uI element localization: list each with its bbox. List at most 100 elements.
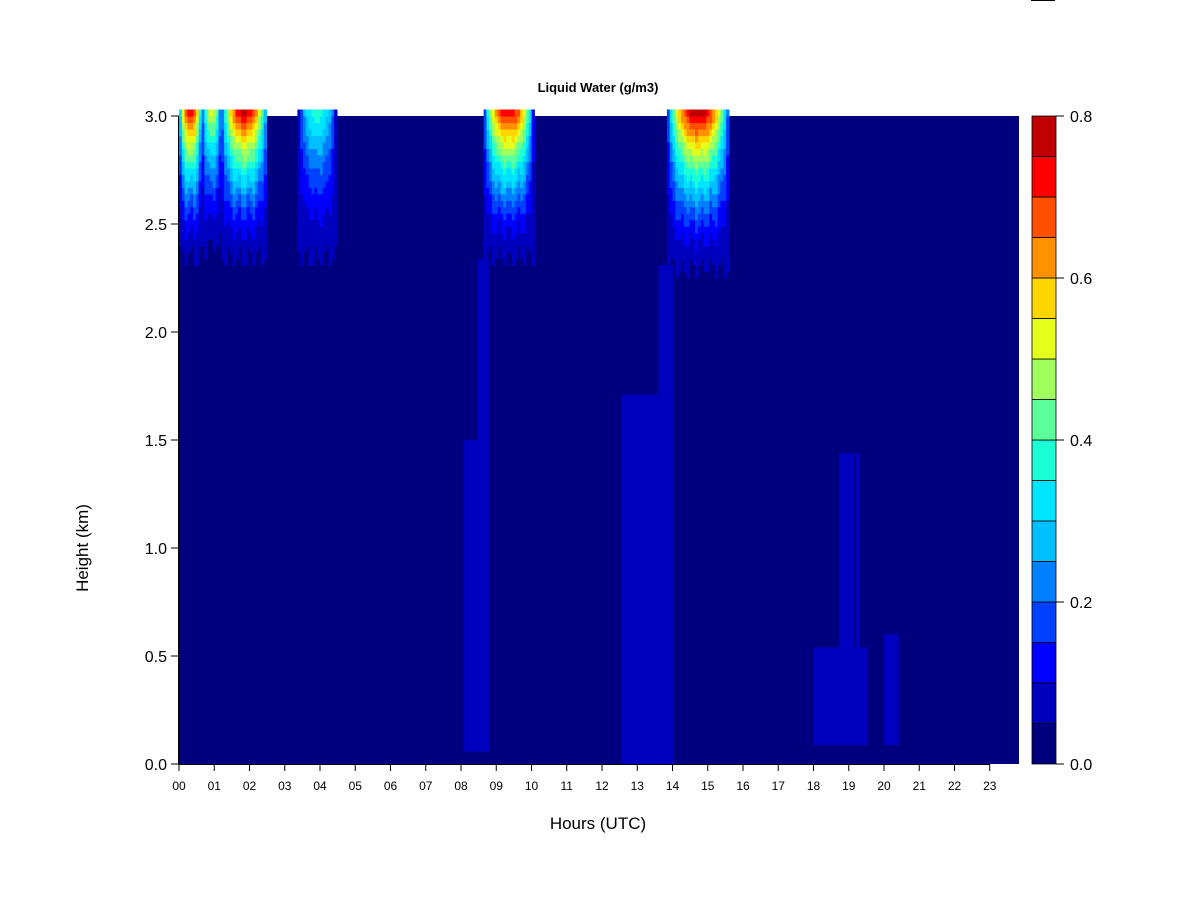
heatmap-cell xyxy=(489,167,493,175)
heatmap-cell xyxy=(531,206,535,214)
heatmap-cell xyxy=(627,692,631,700)
heatmap-cell xyxy=(297,154,301,162)
heatmap-cell xyxy=(664,537,668,545)
heatmap-cell xyxy=(649,615,654,623)
heatmap-cell xyxy=(895,673,899,681)
heatmap-cell xyxy=(497,109,502,117)
heatmap-cell xyxy=(215,206,220,214)
heatmap-cell xyxy=(855,621,860,629)
heatmap-cell xyxy=(226,180,231,188)
heatmap-cell xyxy=(204,206,208,214)
heatmap-cell xyxy=(483,731,487,739)
colorbar-segment xyxy=(1031,358,1057,400)
heatmap-cell xyxy=(813,666,817,674)
heatmap-cell xyxy=(669,278,674,286)
heatmap-cell xyxy=(838,692,843,700)
heatmap-cell xyxy=(297,232,301,240)
heatmap-cell xyxy=(861,679,865,687)
heatmap-cell xyxy=(669,757,674,765)
heatmap-cell xyxy=(664,355,668,363)
heatmap-cell xyxy=(841,725,846,733)
heatmap-cell xyxy=(709,167,713,175)
heatmap-cell xyxy=(508,245,513,253)
heatmap-cell xyxy=(692,226,696,234)
heatmap-cell xyxy=(714,206,719,214)
heatmap-cell xyxy=(833,692,837,700)
heatmap-cell xyxy=(260,193,265,201)
heatmap-cell xyxy=(861,653,865,661)
heatmap-cell xyxy=(531,187,535,195)
heatmap-cell xyxy=(841,627,846,635)
heatmap-cell xyxy=(822,673,826,681)
heatmap-cell xyxy=(700,252,705,260)
heatmap-cell xyxy=(317,187,321,195)
heatmap-cell xyxy=(621,498,626,506)
heatmap-cell xyxy=(647,498,651,506)
heatmap-cell xyxy=(263,116,267,124)
heatmap-cell xyxy=(483,718,487,726)
heatmap-cell xyxy=(658,329,662,337)
heatmap-cell xyxy=(649,705,654,713)
heatmap-cell xyxy=(635,725,640,733)
heatmap-cell xyxy=(666,621,671,629)
colorbar-segment xyxy=(1031,277,1057,319)
heatmap-cell xyxy=(641,472,645,480)
heatmap-cell xyxy=(320,206,324,214)
heatmap-cell xyxy=(655,517,659,525)
heatmap-cell xyxy=(224,187,228,195)
heatmap-cell xyxy=(661,278,665,286)
heatmap-cell xyxy=(475,465,479,473)
heatmap-cell xyxy=(836,699,840,707)
heatmap-cell xyxy=(647,705,651,713)
heatmap-cell xyxy=(334,129,338,137)
heatmap-cell xyxy=(841,576,846,584)
heatmap-cell xyxy=(635,459,640,467)
heatmap-cell xyxy=(184,109,188,117)
heatmap-cell xyxy=(853,673,857,681)
heatmap-cell xyxy=(195,239,200,247)
heatmap-cell xyxy=(472,440,476,448)
heatmap-cell xyxy=(669,465,674,473)
heatmap-cell xyxy=(669,200,674,208)
heatmap-cell xyxy=(681,141,685,149)
heatmap-cell xyxy=(855,453,860,461)
heatmap-cell xyxy=(314,187,318,195)
heatmap-cell xyxy=(215,213,220,221)
heatmap-cell xyxy=(486,517,490,525)
heatmap-cell xyxy=(706,245,710,253)
heatmap-cell xyxy=(184,135,188,143)
heatmap-cell xyxy=(486,193,490,201)
heatmap-cell xyxy=(649,576,654,584)
heatmap-cell xyxy=(836,653,840,661)
heatmap-cell xyxy=(658,291,662,299)
heatmap-cell xyxy=(472,608,476,616)
heatmap-cell xyxy=(238,161,242,169)
heatmap-cell xyxy=(855,550,860,558)
heatmap-cell xyxy=(195,135,200,143)
heatmap-cell xyxy=(218,187,222,195)
heatmap-cell xyxy=(678,116,682,124)
heatmap-cell xyxy=(683,129,688,137)
heatmap-cell xyxy=(697,252,702,260)
heatmap-cell xyxy=(621,705,626,713)
heatmap-cell xyxy=(666,303,671,311)
heatmap-cell xyxy=(472,498,476,506)
heatmap-cell xyxy=(652,595,657,603)
heatmap-cell xyxy=(317,239,321,247)
heatmap-cell xyxy=(697,226,702,234)
heatmap-cell xyxy=(844,731,848,739)
heatmap-cell xyxy=(466,485,470,493)
heatmap-cell xyxy=(260,252,265,260)
heatmap-cell xyxy=(331,174,335,182)
heatmap-cell xyxy=(249,245,253,253)
heatmap-cell xyxy=(633,433,637,441)
heatmap-cell xyxy=(666,757,671,765)
heatmap-cell xyxy=(855,511,860,519)
heatmap-cell xyxy=(827,738,831,746)
heatmap-cell xyxy=(723,109,727,117)
heatmap-cell xyxy=(658,336,662,344)
heatmap-cell xyxy=(838,589,843,597)
heatmap-cell xyxy=(483,744,487,752)
heatmap-cell xyxy=(210,109,214,117)
heatmap-cell xyxy=(506,200,510,208)
